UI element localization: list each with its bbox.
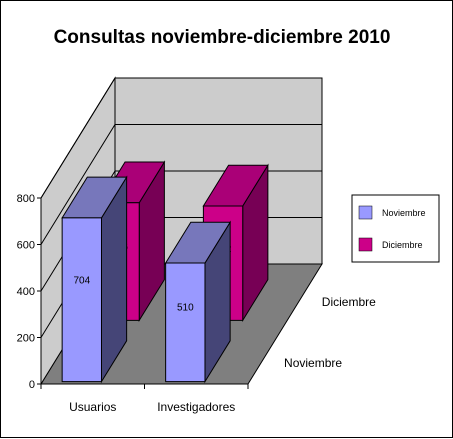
legend-box [351,194,440,263]
legend-label: Diciembre [382,240,423,250]
y-tick-label: 400 [17,286,35,298]
legend-swatch [358,237,373,252]
data-label: 510 [177,302,194,313]
depth-series-label: Diciembre [322,295,376,309]
bar-front [165,262,206,383]
legend-label: Noviembre [382,208,426,218]
y-tick-label: 200 [17,333,35,345]
data-label: 704 [73,275,90,286]
legend-swatch [358,205,373,220]
bar-noviembre-investigadores: 510 [164,220,232,384]
chart-axes: 0 200 400 600 800 Usuarios Investigadores Novie… [17,193,376,414]
y-tick-label: 800 [17,193,35,205]
bar-front [61,217,102,383]
chart-title: Consultas noviembre-diciembre 2010 [54,27,391,48]
legend: Noviembre Diciembre [351,194,440,263]
gridline [40,124,322,245]
gridline [40,77,322,199]
depth-series-label: Noviembre [284,356,342,370]
y-tick-label: 600 [17,240,35,252]
y-tick-label: 0 [29,379,35,391]
bar-noviembre-usuarios: 704 [61,175,128,384]
category-label: Investigadores [157,400,235,414]
chart-bars: 506492704510 [61,160,269,384]
category-label: Usuarios [69,400,116,414]
